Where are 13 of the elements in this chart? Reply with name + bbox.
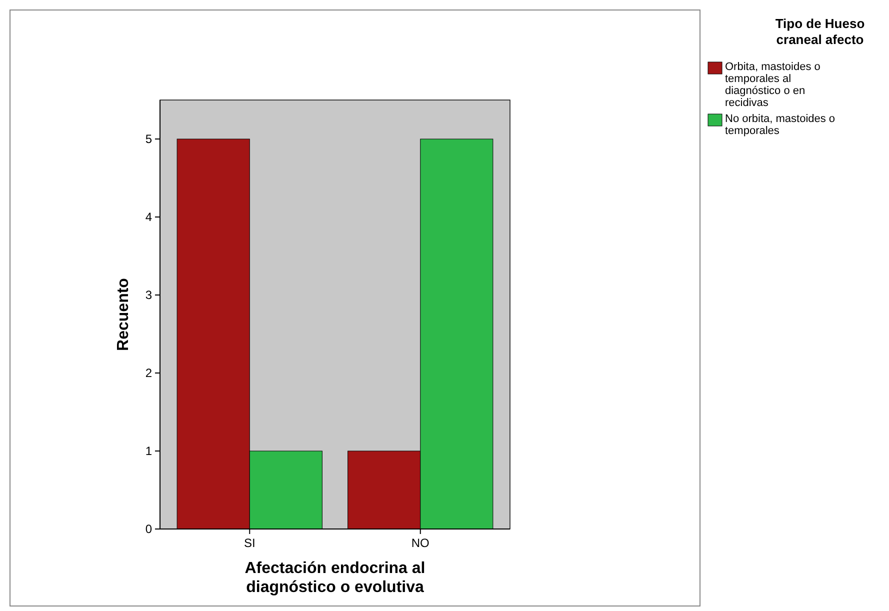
y-tick-label: 5 bbox=[145, 132, 152, 146]
y-tick-label: 0 bbox=[145, 522, 152, 536]
x-tick-label: SI bbox=[244, 536, 256, 550]
legend-title: Tipo de Hueso craneal afecto bbox=[775, 16, 865, 47]
y-tick-label: 3 bbox=[145, 288, 152, 302]
x-axis-title: Afectación endocrina al diagnóstico o evolutiva bbox=[244, 560, 426, 596]
legend-label: Orbita, mastoides o temporales al diagnóstico o en recidivas bbox=[725, 61, 820, 109]
y-tick-label: 1 bbox=[145, 444, 152, 458]
y-axis-title: Recuento bbox=[115, 278, 132, 351]
x-tick-label: NO bbox=[411, 536, 430, 550]
legend-label: No orbita, mastoides o temporales bbox=[725, 113, 836, 137]
y-tick-label: 2 bbox=[145, 366, 152, 380]
y-tick-label: 4 bbox=[145, 210, 152, 224]
